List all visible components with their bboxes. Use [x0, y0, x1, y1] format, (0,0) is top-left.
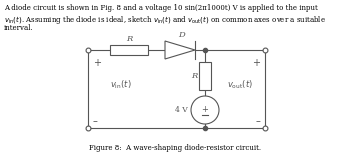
Text: –: –	[255, 116, 260, 126]
Text: A diode circuit is shown in Fig. 8 and a voltage 10 sin(2π1000t) V is applied to: A diode circuit is shown in Fig. 8 and a…	[4, 4, 318, 12]
Text: +: +	[252, 58, 260, 68]
Text: R: R	[191, 72, 197, 80]
Polygon shape	[165, 41, 195, 59]
Text: $v_{\rm in}(t)$: $v_{\rm in}(t)$	[110, 79, 132, 91]
Text: 4 V: 4 V	[175, 106, 188, 114]
Bar	[110, 45, 148, 55]
Text: interval.: interval.	[4, 24, 34, 32]
Bar	[199, 62, 211, 90]
Text: +: +	[202, 105, 209, 115]
Text: D: D	[178, 31, 186, 39]
Text: $v_{\rm in}(t)$. Assuming the diode is ideal, sketch $v_{\rm in}(t)$ and $v_{\rm: $v_{\rm in}(t)$. Assuming the diode is i…	[4, 14, 326, 26]
Text: $v_{\rm out}(t)$: $v_{\rm out}(t)$	[227, 79, 253, 91]
Text: Figure 8:  A wave-shaping diode-resistor circuit.: Figure 8: A wave-shaping diode-resistor …	[89, 144, 261, 152]
Text: +: +	[93, 58, 101, 68]
Circle shape	[191, 96, 219, 124]
Text: –: –	[93, 116, 98, 126]
Text: R: R	[126, 35, 132, 43]
